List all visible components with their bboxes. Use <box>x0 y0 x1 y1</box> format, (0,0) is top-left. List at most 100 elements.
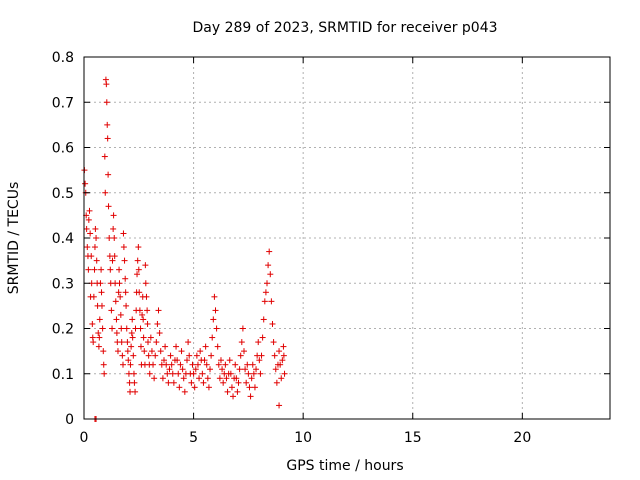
data-point <box>222 361 229 368</box>
data-point <box>174 357 181 364</box>
data-point <box>256 357 263 364</box>
data-point <box>104 135 111 142</box>
data-point <box>200 379 207 386</box>
data-point <box>224 388 231 395</box>
data-point <box>244 361 251 368</box>
data-point <box>156 330 163 337</box>
data-point <box>193 352 200 359</box>
data-point <box>109 257 116 264</box>
data-point <box>228 384 235 391</box>
data-point <box>124 348 131 355</box>
data-point <box>162 343 169 350</box>
data-point <box>211 293 218 300</box>
data-point <box>110 225 117 232</box>
data-point <box>232 361 239 368</box>
data-point <box>258 352 265 359</box>
data-point <box>111 253 118 260</box>
data-point <box>260 316 267 323</box>
data-point <box>208 352 215 359</box>
data-points <box>81 76 288 422</box>
data-point <box>106 235 113 241</box>
data-point <box>262 289 269 296</box>
data-point <box>113 316 120 323</box>
data-point <box>100 348 107 355</box>
data-point <box>88 253 95 260</box>
data-point <box>135 266 142 273</box>
x-tick-label: 20 <box>513 430 531 446</box>
y-tick-label: 0.3 <box>52 276 74 292</box>
data-point <box>219 366 226 373</box>
data-point <box>189 361 196 368</box>
data-point <box>220 379 227 386</box>
data-point <box>245 370 252 377</box>
data-point <box>145 352 152 359</box>
data-point <box>143 293 150 300</box>
data-point <box>135 244 142 251</box>
data-point <box>116 266 123 273</box>
data-point <box>204 375 211 382</box>
data-point <box>122 275 129 282</box>
data-point <box>153 339 160 346</box>
data-point <box>89 320 96 327</box>
data-point <box>235 379 242 386</box>
data-point <box>166 366 173 373</box>
data-point <box>95 343 102 350</box>
data-point <box>125 357 132 364</box>
data-point <box>190 370 197 377</box>
data-point <box>96 316 103 323</box>
data-point <box>209 334 216 341</box>
data-point <box>96 334 103 341</box>
data-point <box>264 280 271 287</box>
data-point <box>157 348 164 355</box>
data-point <box>110 212 117 219</box>
data-point <box>109 325 116 332</box>
data-point <box>192 366 199 373</box>
data-point <box>117 293 124 300</box>
y-tick-label: 0.4 <box>52 231 74 247</box>
data-point <box>123 325 130 332</box>
data-point <box>141 348 148 355</box>
data-point <box>267 271 274 278</box>
data-point <box>276 348 283 355</box>
data-point <box>281 370 288 377</box>
data-point <box>120 230 127 237</box>
data-point <box>101 153 108 160</box>
data-point <box>248 375 255 382</box>
data-point <box>113 330 120 337</box>
data-point <box>213 325 220 332</box>
data-point <box>176 384 183 391</box>
data-point <box>175 370 182 377</box>
data-point <box>178 348 185 355</box>
data-point <box>203 361 210 368</box>
data-point <box>227 370 234 377</box>
data-point <box>137 325 144 332</box>
y-tick-label: 0.2 <box>52 322 74 338</box>
data-point <box>273 379 280 386</box>
data-point <box>268 298 275 305</box>
y-tick-label: 0.8 <box>52 50 74 66</box>
data-point <box>87 230 94 237</box>
y-tick-label: 0.7 <box>52 95 74 111</box>
data-point <box>122 289 129 296</box>
axis-ticks <box>83 56 610 420</box>
y-axis-label: SRMTID / TECUs <box>6 182 22 295</box>
data-point <box>236 366 243 373</box>
data-point <box>233 375 240 382</box>
x-tick-labels: 0 5 10 15 20 <box>80 430 532 446</box>
data-point <box>93 257 100 264</box>
data-point <box>239 325 246 332</box>
data-point <box>129 334 136 341</box>
data-point <box>247 393 254 400</box>
data-point <box>105 171 112 178</box>
data-point <box>242 366 249 373</box>
data-point <box>279 357 286 364</box>
data-point <box>131 379 138 386</box>
data-point <box>159 375 166 382</box>
data-point <box>121 257 128 264</box>
data-point <box>136 307 143 314</box>
data-point <box>95 330 102 337</box>
data-point <box>255 339 262 346</box>
data-point <box>127 361 134 368</box>
data-point <box>82 180 89 187</box>
data-point <box>253 366 260 373</box>
